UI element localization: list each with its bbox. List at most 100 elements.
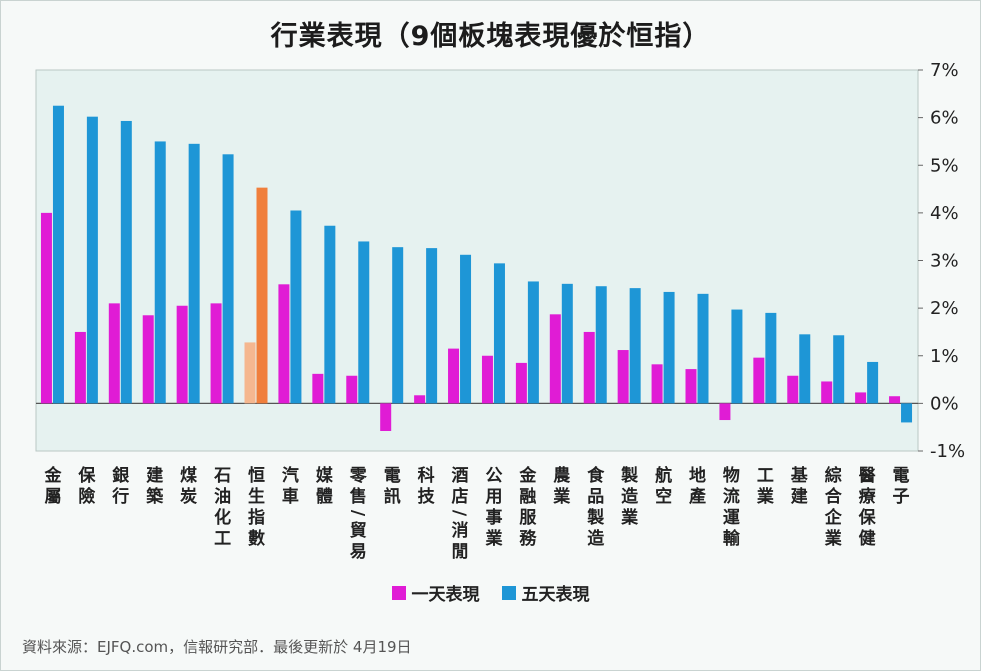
- x-tick-label-char: 技: [418, 486, 436, 507]
- y-tick-label: 2%: [930, 298, 959, 319]
- x-tick-label-char: 融: [519, 487, 536, 507]
- bar-five-day: [256, 187, 268, 404]
- bar-one-day: [889, 396, 901, 404]
- y-tick-label: 0%: [930, 393, 959, 414]
- x-tick-label-char: 農: [553, 465, 570, 486]
- x-tick-label-char: 零: [349, 466, 368, 486]
- x-tick-label-char: 公: [485, 466, 502, 486]
- x-tick-label-char: 地: [689, 465, 706, 486]
- x-tick-label-char: 媒: [316, 465, 334, 486]
- x-tick-label-char: 數: [248, 528, 265, 549]
- legend-label-one-day: 一天表現: [411, 585, 480, 605]
- bar-five-day: [527, 281, 539, 404]
- bar-five-day: [765, 312, 777, 404]
- bar-one-day: [617, 350, 629, 404]
- bar-five-day: [52, 105, 64, 404]
- x-tick-label-char: 金: [43, 465, 62, 486]
- bar-one-day: [855, 392, 867, 404]
- x-tick-label-char: 險: [78, 486, 95, 507]
- x-tick-label-char: 業: [757, 486, 774, 507]
- bar-one-day: [40, 212, 52, 404]
- legend-swatch-one-day: [391, 585, 406, 600]
- x-tick-label-char: 恒: [248, 465, 265, 486]
- x-tick-label-char: 健: [859, 528, 876, 549]
- x-tick-label-char: 售: [350, 486, 367, 507]
- x-tick-label-char: 貿: [350, 520, 367, 541]
- bar-one-day: [549, 314, 561, 404]
- bar-one-day: [821, 381, 833, 404]
- bar-one-day: [787, 375, 799, 404]
- x-tick-label-char: 業: [825, 528, 842, 549]
- x-tick-label-char: 物: [723, 465, 740, 486]
- bar-one-day: [719, 403, 731, 421]
- x-tick-label-char: /: [347, 510, 367, 517]
- bar-five-day: [460, 254, 472, 404]
- x-tick-label-char: /: [449, 510, 469, 517]
- bar-five-day: [86, 116, 98, 404]
- x-tick-label-char: 造: [587, 529, 605, 549]
- x-tick-label-char: 品: [587, 487, 604, 507]
- bar-five-day: [120, 120, 132, 404]
- source-note: 資料來源：EJFQ.com，信報研究部．最後更新於 4月19日: [22, 638, 412, 656]
- x-tick-label-char: 築: [145, 486, 164, 507]
- x-tick-label-char: 基: [790, 465, 809, 486]
- x-tick-label-char: 業: [485, 528, 502, 549]
- bar-one-day: [515, 362, 527, 404]
- bar-five-day: [595, 286, 607, 404]
- x-tick-label-char: 合: [825, 486, 843, 507]
- bar-five-day: [154, 141, 166, 404]
- x-tick-label-char: 流: [723, 486, 740, 507]
- bar-one-day: [583, 331, 595, 404]
- x-tick-label-char: 行: [111, 486, 129, 507]
- x-tick-label-char: 業: [621, 507, 638, 528]
- x-tick-label-char: 炭: [180, 486, 197, 507]
- bar-five-day: [324, 225, 336, 404]
- bar-five-day: [188, 143, 200, 404]
- x-tick-label-char: 消: [452, 520, 469, 541]
- bar-one-day: [176, 305, 188, 404]
- x-tick-label-char: 屬: [44, 487, 61, 507]
- bar-five-day: [629, 288, 641, 404]
- bar-one-day: [74, 331, 86, 404]
- x-tick-label-char: 金: [518, 465, 537, 486]
- x-tick-label-char: 食: [587, 465, 605, 486]
- x-tick-label-char: 酒: [452, 465, 469, 486]
- chart-title: 行業表現（9個板塊表現優於恒指）: [270, 21, 711, 52]
- bar-five-day: [290, 210, 302, 404]
- bar-five-day: [799, 334, 811, 404]
- x-tick-label-char: 製: [620, 465, 638, 486]
- x-tick-label-char: 建: [791, 486, 808, 507]
- x-tick-label-char: 化: [214, 507, 231, 528]
- x-tick-label-char: 店: [452, 486, 469, 507]
- bar-five-day: [833, 335, 845, 404]
- x-tick-label-char: 體: [316, 487, 333, 507]
- x-tick-label-char: 航: [655, 465, 672, 486]
- bar-five-day: [901, 403, 913, 423]
- x-tick-label-char: 醫: [859, 466, 876, 486]
- x-tick-label-char: 綜: [825, 465, 842, 486]
- bar-one-day: [210, 303, 222, 404]
- x-tick-label-char: 易: [350, 542, 367, 562]
- x-tick-label-char: 企: [824, 507, 843, 528]
- bar-five-day: [493, 263, 505, 404]
- bar-five-day: [392, 247, 404, 404]
- bar-one-day: [142, 315, 154, 404]
- y-tick-label: 7%: [930, 60, 959, 81]
- x-tick-label-char: 油: [214, 486, 231, 507]
- x-tick-label-char: 保: [858, 507, 877, 528]
- x-tick-label-char: 科: [418, 465, 435, 486]
- bar-one-day: [414, 395, 426, 404]
- x-tick-label-char: 電: [384, 466, 401, 486]
- bar-one-day: [278, 284, 290, 404]
- legend-item-one-day: 一天表現: [391, 580, 480, 605]
- x-tick-label-char: 指: [248, 507, 265, 528]
- x-tick-label-char: 療: [859, 486, 877, 507]
- plot-area: [35, 69, 919, 452]
- x-tick-label-char: 電: [893, 466, 910, 486]
- bar-one-day: [108, 303, 120, 404]
- x-tick-label-char: 煤: [180, 465, 197, 486]
- x-tick-label-char: 工: [757, 466, 774, 486]
- bar-one-day: [651, 364, 663, 404]
- x-tick-label-char: 建: [146, 465, 163, 486]
